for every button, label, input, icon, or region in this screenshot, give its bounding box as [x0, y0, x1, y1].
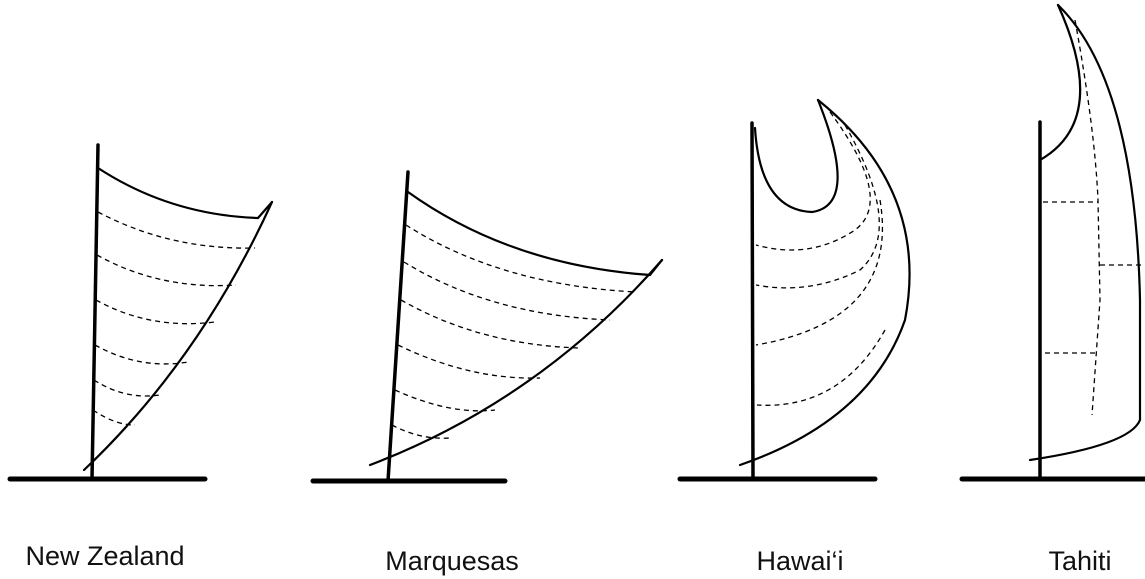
mast [90, 143, 100, 481]
batten [756, 329, 886, 406]
batten [95, 299, 216, 325]
batten [755, 111, 871, 251]
batten [397, 344, 541, 379]
sail-marquesas: Marquesas [310, 170, 664, 576]
label: New Zealand [25, 541, 184, 571]
batten [391, 424, 451, 439]
sail-tahiti: Tahiti [959, 3, 1145, 576]
batten [97, 211, 256, 249]
leech [738, 98, 911, 467]
top-edge [1038, 3, 1082, 162]
mast [750, 121, 755, 481]
batten [405, 224, 637, 293]
batten [755, 124, 880, 289]
batten [400, 299, 581, 349]
label: Marquesas [385, 546, 519, 576]
leech [368, 258, 664, 467]
batten [96, 254, 237, 287]
batten [92, 409, 136, 426]
top-edge [406, 190, 664, 277]
top-edge [96, 166, 274, 220]
batten [1074, 19, 1101, 416]
batten [94, 344, 189, 365]
batten [394, 389, 496, 412]
mast [386, 170, 410, 483]
top-edge [753, 98, 839, 214]
label: Tahiti [1048, 546, 1111, 576]
leech [82, 200, 274, 472]
batten [403, 261, 611, 321]
label: Hawai‘i [756, 546, 843, 576]
sail-hawaii: Hawai‘i [677, 98, 911, 576]
sail-new-zealand: New Zealand [7, 143, 274, 571]
batten [755, 199, 884, 346]
